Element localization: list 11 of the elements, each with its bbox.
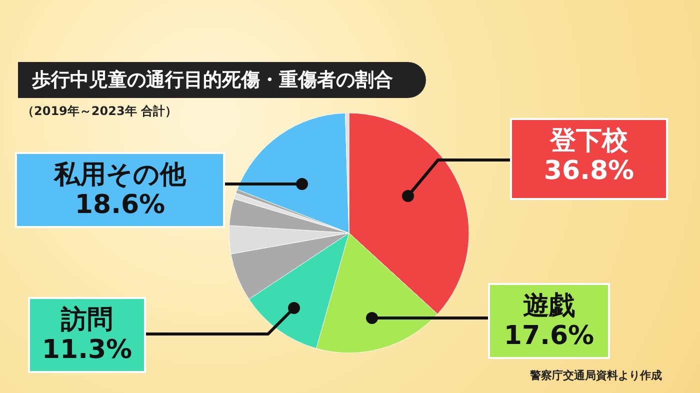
chart-subtitle: （2019年～2023年 合計） [22,103,177,120]
data-label: 18.6% [74,190,166,220]
data-label: 17.6% [502,321,596,351]
chart-title: 歩行中児童の通行目的死傷・重傷者の割合 [18,62,426,98]
slice-label: 遊戯 [522,291,576,321]
slice-label: 私用その他 [52,160,188,190]
slice-label: 訪問 [60,305,114,335]
data-label: 11.3% [40,335,134,365]
slice-label: 登下校 [548,126,629,156]
data-label: 36.8% [542,156,636,186]
text: 警察庁交通局資料より作成 [530,368,662,383]
